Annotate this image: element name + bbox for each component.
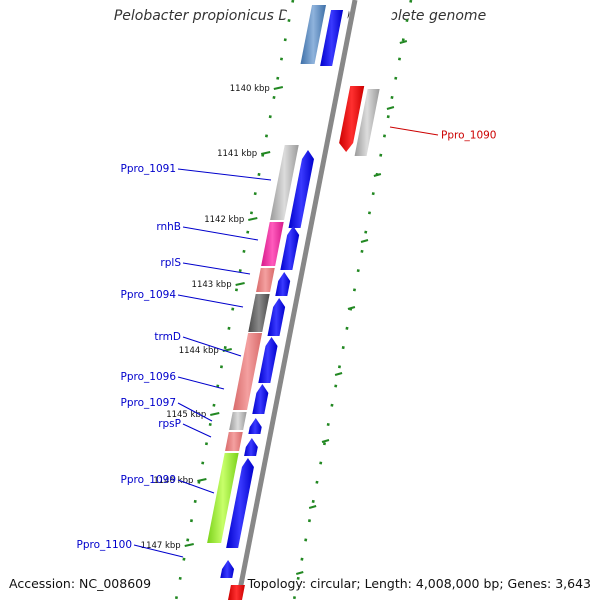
cds-ppro-1094 bbox=[267, 298, 286, 336]
gene-label-forward: rpsP bbox=[158, 418, 181, 430]
gene-label-forward: Ppro_1094 bbox=[121, 289, 177, 301]
accession-text: Accession: NC_008609 bbox=[9, 576, 152, 591]
cds-rpsP bbox=[244, 438, 258, 456]
gene-ppro-1097 bbox=[229, 412, 247, 430]
label-leader-line bbox=[182, 226, 259, 241]
cds-rnhB bbox=[280, 226, 300, 270]
gene-rnhB bbox=[261, 222, 284, 266]
gene-rplS bbox=[256, 268, 275, 292]
kbp-tick-label: 1141 kbp bbox=[217, 149, 257, 159]
gene-label-forward: Ppro_1100 bbox=[77, 539, 132, 551]
label-leader-line bbox=[177, 376, 225, 390]
reverse-tick-mark bbox=[373, 173, 382, 177]
kbp-tick-mark bbox=[197, 478, 207, 482]
label-leader-line bbox=[133, 544, 184, 558]
cds-ppro-1096 bbox=[252, 384, 269, 414]
kbp-tick-mark bbox=[248, 217, 258, 221]
kbp-tick-mark bbox=[260, 151, 271, 155]
label-leader-line bbox=[182, 336, 242, 357]
kbp-tick-label: 1147 kbp bbox=[141, 541, 181, 551]
gene-label-forward: Ppro_1091 bbox=[121, 163, 176, 175]
gene-ppro-1099 bbox=[207, 453, 239, 543]
label-leader-line bbox=[177, 168, 272, 181]
genome-backbone bbox=[235, 0, 358, 600]
label-leader-line bbox=[177, 479, 215, 494]
reverse-tick-mark bbox=[308, 505, 317, 509]
gene-label-forward: rnhB bbox=[156, 221, 181, 233]
cds-bottom-red bbox=[228, 585, 245, 600]
kbp-tick-mark bbox=[235, 282, 245, 286]
kbp-tick-label: 1146 kbp bbox=[153, 476, 193, 486]
label-leader-line bbox=[389, 126, 439, 136]
reverse-tick-mark bbox=[334, 372, 343, 376]
cds-rplS bbox=[275, 272, 291, 296]
gene-label-reverse: Ppro_1090 bbox=[441, 130, 496, 142]
gene-ppro-1091 bbox=[270, 145, 299, 220]
kbp-tick-mark bbox=[184, 543, 194, 547]
label-leader-line bbox=[182, 423, 212, 438]
kbp-tick-label: 1142 kbp bbox=[204, 215, 244, 225]
label-leader-line bbox=[177, 402, 213, 422]
label-leader-line bbox=[177, 294, 244, 308]
gene-rpsP bbox=[225, 432, 243, 451]
reverse-tick-mark bbox=[321, 439, 330, 443]
topology-text: Topology: circular; Length: 4,008,000 bp… bbox=[247, 576, 591, 591]
gene-top-steel bbox=[300, 5, 327, 64]
gene-trmD bbox=[233, 333, 263, 410]
cds-top-blue bbox=[320, 10, 344, 66]
kbp-tick-mark bbox=[210, 412, 220, 416]
cds-ppro-1090 bbox=[339, 86, 365, 152]
kbp-tick-label: 1145 kbp bbox=[166, 410, 206, 420]
gene-label-forward: Ppro_1097 bbox=[121, 397, 176, 409]
reverse-tick-mark bbox=[347, 306, 356, 310]
kbp-tick-label: 1140 kbp bbox=[230, 84, 270, 94]
cds-ppro-1091 bbox=[288, 150, 314, 228]
gene-label-forward: Ppro_1096 bbox=[121, 371, 177, 383]
kbp-tick-label: 1143 kbp bbox=[192, 280, 232, 290]
gene-label-forward: Ppro_1099 bbox=[121, 474, 176, 486]
gene-ppro-1090 bbox=[354, 89, 380, 156]
gene-ppro-1094 bbox=[248, 294, 270, 332]
reverse-tick-mark bbox=[399, 40, 408, 44]
reverse-tick-mark bbox=[295, 571, 304, 575]
label-leader-line bbox=[182, 262, 251, 275]
reverse-tick-mark bbox=[360, 239, 369, 243]
cds-trmD bbox=[258, 337, 278, 383]
cds-ppro-1097 bbox=[248, 418, 262, 434]
cds-ppro-1099 bbox=[226, 458, 254, 548]
gene-label-forward: rplS bbox=[160, 257, 181, 269]
gene-label-forward: trmD bbox=[154, 331, 181, 343]
reverse-tick-mark bbox=[386, 106, 395, 110]
kbp-tick-mark bbox=[273, 86, 284, 90]
cds-ppro-1100 bbox=[220, 560, 235, 578]
kbp-tick-label: 1144 kbp bbox=[179, 346, 219, 356]
